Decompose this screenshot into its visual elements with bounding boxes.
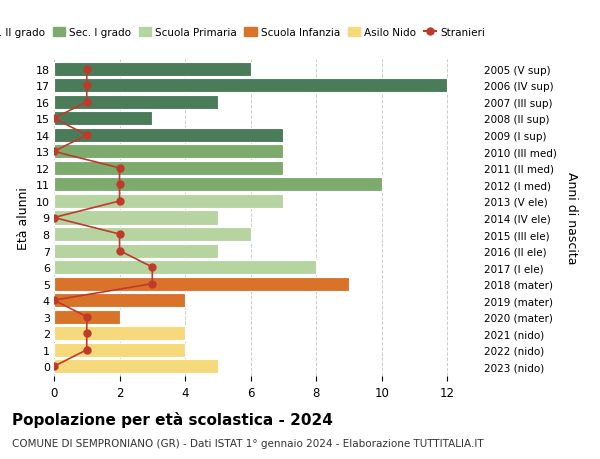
- Y-axis label: Età alunni: Età alunni: [17, 187, 30, 249]
- Bar: [54, 359, 218, 374]
- Bar: [54, 310, 119, 324]
- Bar: [54, 261, 316, 274]
- Bar: [54, 293, 185, 308]
- Bar: [54, 95, 218, 110]
- Text: COMUNE DI SEMPRONIANO (GR) - Dati ISTAT 1° gennaio 2024 - Elaborazione TUTTITALI: COMUNE DI SEMPRONIANO (GR) - Dati ISTAT …: [12, 438, 484, 448]
- Legend: Sec. II grado, Sec. I grado, Scuola Primaria, Scuola Infanzia, Asilo Nido, Stran: Sec. II grado, Sec. I grado, Scuola Prim…: [0, 24, 489, 42]
- Bar: [54, 162, 283, 175]
- Bar: [54, 277, 349, 291]
- Bar: [54, 228, 251, 241]
- Text: Popolazione per età scolastica - 2024: Popolazione per età scolastica - 2024: [12, 411, 333, 427]
- Bar: [54, 244, 218, 258]
- Bar: [54, 326, 185, 341]
- Bar: [54, 112, 152, 126]
- Bar: [54, 62, 251, 77]
- Bar: [54, 178, 382, 192]
- Y-axis label: Anni di nascita: Anni di nascita: [565, 172, 578, 264]
- Bar: [54, 79, 447, 93]
- Bar: [54, 343, 185, 357]
- Bar: [54, 211, 218, 225]
- Bar: [54, 195, 283, 208]
- Bar: [54, 145, 283, 159]
- Bar: [54, 129, 283, 143]
